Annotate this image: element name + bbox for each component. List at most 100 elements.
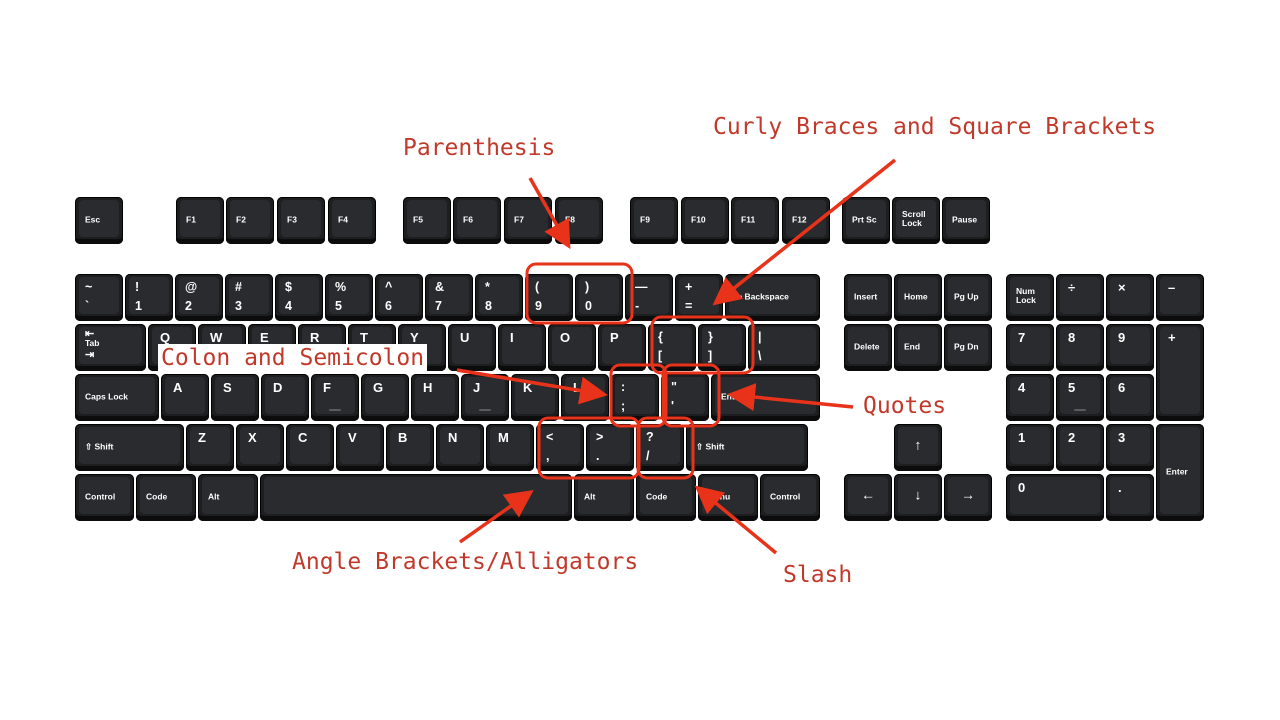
key-arrow-left-arrow: ← (861, 486, 875, 503)
key-arrow-down-arrow: ↓ (914, 486, 922, 503)
key-num3: 3 (1106, 424, 1154, 471)
key-digit9: (9 (525, 274, 573, 321)
key-num3-char: 3 (1118, 430, 1126, 445)
key-minus: — - (625, 274, 673, 321)
key-code-left-name: Code (146, 490, 168, 501)
key-digit3-top: # (235, 280, 242, 294)
key-arrow-right-arrow: → (961, 486, 975, 503)
key-minus-bottom: - (635, 299, 640, 313)
key-menu-name: Menu (708, 490, 731, 501)
key-q-letter: Q (160, 330, 171, 345)
key-z: Z (186, 424, 234, 471)
colon-semicolon-label: Colon and Semicolon (158, 344, 428, 372)
key-insert-name: Insert (854, 290, 878, 301)
key-shift-left: ⇧ Shift (75, 424, 184, 471)
key-backquote: ~ ` (75, 274, 123, 321)
key-a: A (161, 374, 209, 421)
key-num-enter: Enter (1156, 424, 1204, 521)
key-f11: F11 (731, 197, 779, 244)
key-f11-name: F11 (741, 213, 756, 224)
key-alt-right: Alt (574, 474, 634, 521)
key-num5-char: 5 (1068, 380, 1076, 395)
key-arrow-up: ↑ (894, 424, 942, 471)
key-digit6: ^ 6 (375, 274, 423, 321)
key-f-letter: F (323, 380, 331, 395)
key-f6: F6 (453, 197, 501, 244)
key-digit5-bottom: 5 (335, 299, 342, 313)
key-d-letter: D (273, 380, 283, 395)
key-num-lock-name: Num Lock (1016, 285, 1036, 305)
key-equal-bottom: = (685, 299, 693, 313)
key-num7: 7 (1006, 324, 1054, 371)
key-p-letter: P (610, 330, 619, 345)
key-f2: F2 (226, 197, 274, 244)
key-digit1-top: ! (135, 280, 140, 294)
key-num9-char: 9 (1118, 330, 1126, 345)
key-minus-top: — (635, 280, 648, 294)
key-f3: F3 (277, 197, 325, 244)
key-num-multiply: × (1106, 274, 1154, 321)
key-num4: 4 (1006, 374, 1054, 421)
key-pause: Pause (942, 197, 990, 244)
angle-brackets-label: Angle Brackets/Alligators (292, 549, 639, 575)
key-digit0-top: ) (585, 280, 590, 294)
key-g: G (361, 374, 409, 421)
key-i: I (498, 324, 546, 371)
key-arrow-up-arrow: ↑ (914, 436, 922, 453)
key-num-plus-char: + (1168, 330, 1176, 345)
key-bracket-right-bottom: ] (708, 349, 713, 363)
key-num-enter-name: Enter (1166, 465, 1188, 476)
key-num1-char: 1 (1018, 430, 1026, 445)
key-num-minus-char: – (1168, 280, 1176, 295)
key-f5: F5 (403, 197, 451, 244)
key-digit0-bottom: 0 (585, 299, 592, 313)
key-pause-name: Pause (952, 213, 978, 224)
key-pgdn-name: Pg Dn (954, 340, 979, 351)
key-period-top: > (596, 430, 604, 444)
key-num2: 2 (1056, 424, 1104, 471)
key-prtsc-name: Prt Sc (852, 213, 877, 224)
key-enter: Enter (711, 374, 820, 421)
key-digit8-bottom: 8 (485, 299, 492, 313)
key-digit2-top: @ (185, 280, 198, 294)
key-num0: 0 (1006, 474, 1104, 521)
key-digit1: ! 1 (125, 274, 173, 321)
key-esc: Esc (75, 197, 123, 244)
key-m-letter: M (498, 430, 509, 445)
key-tab-bottom: ⇥ (85, 349, 95, 361)
key-digit9-top: ( (535, 280, 540, 294)
key-num-minus: – (1156, 274, 1204, 321)
key-f8-name: F8 (565, 213, 575, 224)
key-num2-char: 2 (1068, 430, 1076, 445)
key-backslash-top: | (758, 330, 762, 344)
key-w-letter: W (210, 330, 223, 345)
key-v: V (336, 424, 384, 471)
key-digit5: % 5 (325, 274, 373, 321)
key-f3-name: F3 (287, 213, 297, 224)
key-f2-name: F2 (236, 213, 246, 224)
key-backquote-bottom: ` (85, 299, 90, 313)
quotes-label: Quotes (863, 393, 947, 419)
key-comma-top: < (546, 430, 554, 444)
key-j-letter: J (473, 380, 481, 395)
parenthesis-label: Parenthesis (403, 135, 556, 161)
slash-label: Slash (783, 562, 853, 588)
key-num8-char: 8 (1068, 330, 1076, 345)
key-g-letter: G (373, 380, 384, 395)
key-f7-name: F7 (514, 213, 524, 224)
key-digit7-bottom: 7 (435, 299, 442, 313)
key-num6-char: 6 (1118, 380, 1126, 395)
key-z-letter: Z (198, 430, 206, 445)
key-code-right: Code (636, 474, 696, 521)
key-tab-mid: Tab (85, 338, 100, 348)
key-f6-name: F6 (463, 213, 473, 224)
key-shift-right: ⇧ Shift (686, 424, 808, 471)
curly-square-label: Curly Braces and Square Brackets (713, 114, 1157, 140)
key-caps-lock-name: Caps Lock (85, 390, 128, 401)
key-slash-bottom: / (646, 449, 650, 463)
key-backquote-top: ~ (85, 280, 93, 294)
key-pgdn: Pg Dn (944, 324, 992, 371)
key-backslash-bottom: \ (758, 349, 762, 363)
key-code-right-name: Code (646, 490, 668, 501)
key-f5-name: F5 (413, 213, 423, 224)
